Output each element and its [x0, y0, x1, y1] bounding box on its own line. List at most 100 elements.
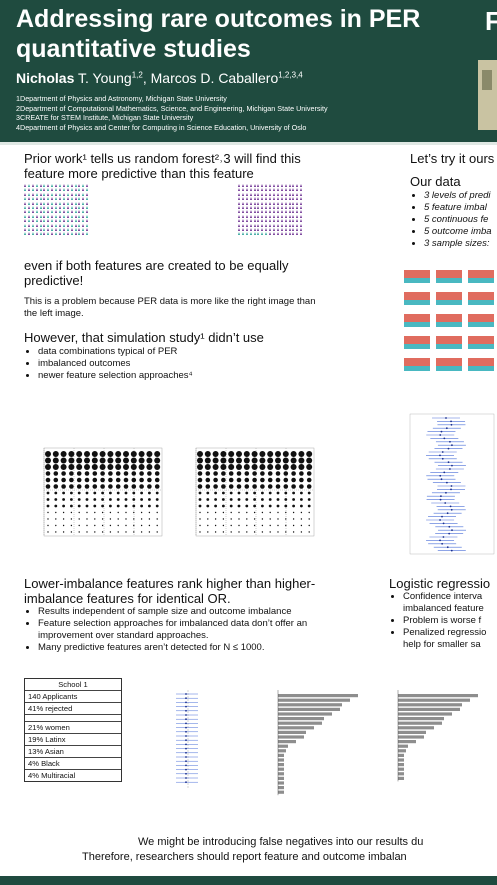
person-glyph — [238, 188, 240, 192]
importance-dot — [100, 471, 105, 476]
importance-dot — [133, 531, 135, 533]
person-glyph — [78, 210, 81, 214]
person-glyph — [280, 214, 283, 218]
importance-dot — [285, 511, 287, 514]
person-glyph — [284, 188, 287, 192]
estimate-point — [185, 747, 187, 750]
importance-dot — [275, 477, 281, 483]
importance-bar — [278, 735, 304, 739]
person-glyph — [241, 197, 244, 201]
person-glyph — [249, 219, 252, 223]
poster-header: Addressing rare outcomes in PER quantita… — [0, 0, 497, 142]
person-glyph — [35, 223, 38, 227]
importance-dot — [100, 484, 105, 489]
importance-dot — [237, 491, 241, 495]
person-glyph — [245, 184, 248, 187]
importance-dot — [290, 464, 297, 470]
even-if-text: even if both features are created to be … — [24, 258, 289, 288]
importance-dot — [100, 477, 105, 483]
estimate-point — [185, 743, 187, 746]
person-glyph — [66, 214, 69, 218]
estimate-point — [439, 454, 441, 457]
importance-dot — [55, 531, 57, 533]
estimate-point — [439, 539, 441, 542]
person-glyph — [35, 192, 38, 196]
person-glyph — [284, 201, 287, 205]
person-glyph — [78, 214, 81, 218]
importance-dot — [47, 524, 49, 527]
importance-bar — [398, 758, 404, 762]
importance-figure-a — [24, 408, 174, 564]
importance-dot — [125, 511, 127, 514]
importance-dot — [253, 518, 256, 520]
importance-dot — [277, 511, 279, 514]
person-glyph — [241, 205, 244, 209]
person-glyph — [27, 219, 30, 223]
importance-dot — [70, 518, 73, 520]
person-glyph — [24, 205, 26, 209]
importance-dot — [115, 451, 122, 457]
importance-dot — [55, 511, 57, 514]
importance-dot — [253, 511, 256, 514]
importance-dot — [61, 471, 66, 476]
person-glyph — [257, 210, 260, 214]
person-glyph — [238, 192, 240, 196]
importance-dot — [138, 464, 145, 470]
table-row: 140 Applicants — [25, 691, 121, 703]
person-glyph — [273, 184, 276, 187]
importance-dot — [101, 504, 104, 508]
importance-dot — [267, 477, 273, 483]
person-glyph — [249, 232, 252, 236]
person-glyph — [238, 219, 240, 223]
person-glyph — [249, 197, 252, 201]
importance-dot — [93, 491, 97, 495]
importance-bar — [398, 767, 404, 771]
importance-dot — [138, 457, 145, 464]
list-item: Results independent of sample size and o… — [38, 606, 344, 618]
person-glyph — [24, 214, 26, 218]
estimate-point — [185, 722, 187, 725]
however-list: data combinations typical of PER imbalan… — [24, 346, 324, 382]
person-glyph — [74, 184, 77, 187]
importance-dot — [221, 471, 226, 476]
importance-dot — [283, 477, 289, 483]
person-glyph — [296, 219, 299, 223]
importance-dot — [229, 504, 233, 508]
importance-dot — [198, 504, 202, 508]
importance-dot — [290, 451, 297, 457]
person-glyph — [70, 232, 73, 236]
estimate-point — [185, 756, 187, 758]
importance-dot — [46, 504, 50, 508]
person-glyph — [24, 223, 26, 227]
importance-dot — [109, 498, 112, 501]
person-glyph — [82, 201, 85, 205]
affiliations: 1Department of Physics and Astronomy, Mi… — [16, 94, 328, 132]
list-item: 5 continuous fe — [424, 214, 497, 226]
person-glyph — [70, 214, 73, 218]
importance-dot — [222, 511, 225, 514]
author-line: Nicholas T. Young1,2, Marcos D. Caballer… — [16, 70, 303, 86]
person-glyph — [59, 210, 62, 214]
importance-dot — [68, 464, 75, 470]
person-glyph — [59, 205, 62, 209]
person-glyph — [261, 205, 264, 209]
importance-dot — [140, 518, 143, 520]
person-glyph — [292, 188, 295, 192]
distribution-bar — [436, 344, 462, 349]
person-glyph — [292, 232, 295, 236]
importance-dot — [252, 477, 257, 483]
person-glyph — [47, 197, 50, 201]
person-glyph — [280, 188, 283, 192]
estimate-point — [439, 474, 442, 477]
importance-dot — [299, 484, 304, 489]
distribution-bar — [404, 314, 430, 322]
importance-dot — [306, 484, 312, 489]
person-glyph — [35, 184, 38, 187]
importance-dot — [94, 511, 96, 514]
estimate-point — [439, 434, 442, 436]
person-glyph — [245, 223, 248, 227]
importance-dot — [76, 484, 82, 489]
person-glyph — [292, 219, 295, 223]
importance-dot — [261, 504, 264, 508]
person-glyph — [39, 210, 42, 214]
